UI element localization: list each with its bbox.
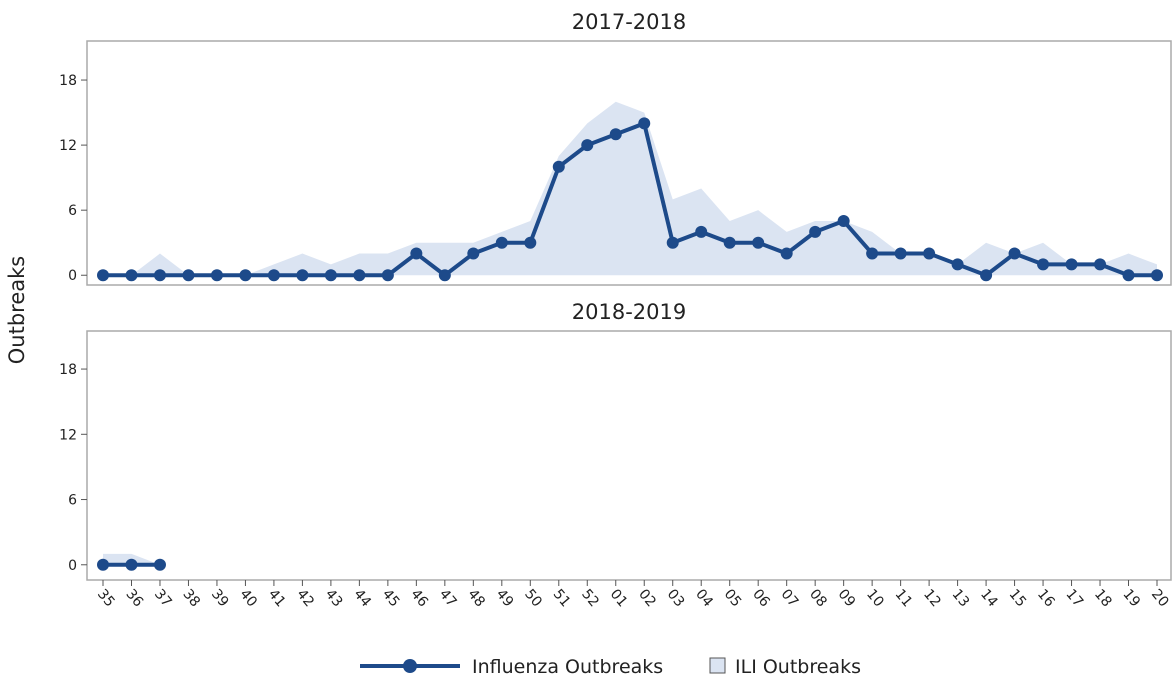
influenza-marker <box>1037 258 1050 271</box>
influenza-marker <box>581 139 594 152</box>
x-tick-label: 44 <box>350 586 374 610</box>
influenza-marker <box>153 269 166 282</box>
ili-area <box>103 101 1157 276</box>
influenza-marker <box>153 558 166 571</box>
influenza-marker <box>267 269 280 282</box>
x-tick-label: 02 <box>635 586 659 610</box>
x-tick-label: 15 <box>1006 586 1030 610</box>
y-tick-label: 18 <box>59 362 77 378</box>
influenza-marker <box>97 558 109 571</box>
influenza-marker <box>381 269 394 282</box>
influenza-marker <box>666 236 679 249</box>
x-tick-label: 10 <box>863 586 887 610</box>
influenza-marker <box>923 247 936 260</box>
influenza-marker <box>609 128 622 141</box>
influenza-marker <box>723 236 736 249</box>
influenza-marker <box>951 258 964 271</box>
influenza-marker <box>353 269 366 282</box>
influenza-marker <box>894 247 907 260</box>
x-tick-label: 04 <box>692 586 716 610</box>
y-tick-label: 12 <box>59 138 77 154</box>
influenza-marker <box>210 269 223 282</box>
influenza-marker <box>552 160 565 173</box>
x-tick-label: 41 <box>265 586 289 610</box>
x-tick-label: 51 <box>550 586 574 610</box>
x-tick-label: 14 <box>977 586 1001 610</box>
influenza-marker <box>695 225 708 238</box>
x-tick-label: 20 <box>1148 586 1172 610</box>
influenza-marker <box>97 269 109 282</box>
x-tick-label: 46 <box>407 586 431 610</box>
x-tick-label: 38 <box>179 586 203 610</box>
x-tick-label: 03 <box>664 586 688 610</box>
y-tick-label: 18 <box>59 73 77 89</box>
y-tick-label: 6 <box>68 493 77 509</box>
influenza-marker <box>1065 258 1078 271</box>
influenza-marker <box>980 269 993 282</box>
influenza-marker <box>524 236 537 249</box>
influenza-marker <box>1151 269 1163 282</box>
legend-marker <box>403 659 417 673</box>
influenza-marker <box>125 558 138 571</box>
x-tick-label: 49 <box>493 586 517 610</box>
y-tick-label: 0 <box>68 268 77 284</box>
influenza-marker <box>296 269 309 282</box>
x-tick-label: 42 <box>293 586 317 610</box>
influenza-marker <box>752 236 765 249</box>
x-tick-label: 43 <box>322 586 346 610</box>
x-tick-label: 07 <box>778 586 802 610</box>
influenza-marker <box>837 215 850 228</box>
influenza-marker <box>1008 247 1021 260</box>
x-tick-label: 39 <box>208 586 232 610</box>
panel-title: 2018-2019 <box>572 300 686 324</box>
y-tick-label: 6 <box>68 203 77 219</box>
x-tick-label: 17 <box>1062 586 1086 610</box>
panel-title: 2017-2018 <box>572 10 686 34</box>
influenza-marker <box>1094 258 1107 271</box>
y-tick-label: 0 <box>68 558 77 574</box>
influenza-marker <box>866 247 879 260</box>
x-tick-label: 48 <box>464 586 488 610</box>
legend-label: Influenza Outbreaks <box>472 656 663 678</box>
x-tick-label: 11 <box>892 586 916 610</box>
x-tick-label: 12 <box>920 586 944 610</box>
x-tick-label: 35 <box>94 586 118 610</box>
influenza-marker <box>324 269 337 282</box>
x-tick-label: 13 <box>949 586 973 610</box>
influenza-marker <box>780 247 793 260</box>
plot-frame <box>86 330 1172 581</box>
x-tick-label: 47 <box>436 586 460 610</box>
x-tick-label: 16 <box>1034 586 1058 610</box>
x-tick-label: 37 <box>151 586 175 610</box>
influenza-marker <box>410 247 423 260</box>
influenza-marker <box>438 269 451 282</box>
x-tick-label: 45 <box>379 586 403 610</box>
influenza-marker <box>239 269 252 282</box>
x-tick-label: 08 <box>806 586 830 610</box>
x-tick-label: 06 <box>749 586 773 610</box>
x-tick-label: 05 <box>721 586 745 610</box>
legend-label: ILI Outbreaks <box>735 656 861 678</box>
y-axis-label: Outbreaks <box>5 256 29 364</box>
x-tick-label: 36 <box>122 586 146 610</box>
legend-swatch <box>709 657 726 674</box>
x-tick-label: 52 <box>578 586 602 610</box>
influenza-marker <box>125 269 138 282</box>
influenza-marker <box>467 247 480 260</box>
influenza-marker <box>809 225 822 238</box>
x-tick-label: 40 <box>236 586 260 610</box>
influenza-marker <box>638 117 651 130</box>
influenza-marker <box>495 236 508 249</box>
x-tick-label: 50 <box>521 586 545 610</box>
x-tick-label: 09 <box>835 586 859 610</box>
influenza-marker <box>1122 269 1135 282</box>
x-tick-label: 01 <box>607 586 631 610</box>
x-tick-label: 19 <box>1119 586 1143 610</box>
influenza-marker <box>182 269 195 282</box>
plot-frame <box>86 40 1172 286</box>
y-tick-label: 12 <box>59 427 77 443</box>
x-tick-label: 18 <box>1091 586 1115 610</box>
